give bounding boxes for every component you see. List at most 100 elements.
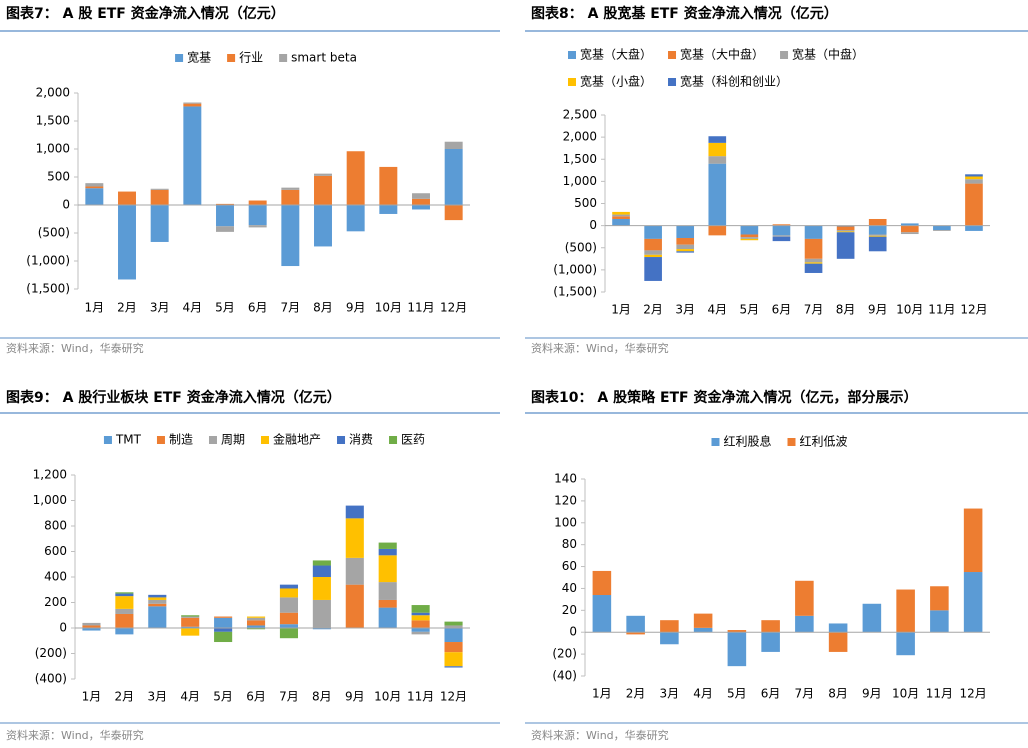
bar-segment [345, 584, 364, 628]
bar-segment [965, 174, 983, 177]
bar-segment [246, 617, 266, 621]
x-tick-label: 1月 [82, 690, 102, 704]
bar-segment [444, 666, 463, 668]
bar-segment [248, 225, 267, 228]
bar-segment [676, 251, 695, 253]
bar-segment [828, 632, 848, 652]
legend-swatch [787, 438, 796, 446]
bar-segment [804, 263, 823, 273]
x-tick-label: 5月 [215, 301, 235, 315]
bar-segment [115, 592, 134, 594]
bar-segment [312, 560, 331, 566]
bar-segment [965, 176, 983, 180]
bar-segment [804, 262, 823, 264]
bar-segment [148, 599, 167, 604]
bar-segment [444, 652, 463, 667]
x-tick-label: 5月 [727, 687, 747, 701]
legend-swatch [668, 78, 677, 86]
y-tick-label: 1,500 [563, 152, 597, 166]
legend-swatch [568, 78, 576, 86]
bar-segment [676, 249, 695, 252]
y-tick-label: (400) [35, 672, 67, 686]
bar-segment [246, 620, 266, 626]
x-tick-label: 9月 [345, 690, 365, 704]
x-tick-label: 7月 [281, 301, 301, 315]
y-tick-label: (1,000) [553, 262, 597, 276]
x-tick-label: 1月 [85, 301, 105, 315]
bar-segment [82, 628, 101, 631]
bar-segment [740, 237, 759, 239]
bar-segment [378, 548, 397, 556]
bar-segment [118, 191, 136, 205]
x-tick-label: 12月 [959, 687, 986, 701]
bar-segment [708, 225, 727, 236]
bar-segment [183, 106, 202, 205]
figure-title: 图表10： A 股策略 ETF 资金净流入情况（亿元，部分展示） [531, 389, 918, 406]
bar-segment [115, 608, 134, 614]
legend-label: 周期 [221, 433, 245, 447]
y-tick-label: (500) [38, 226, 70, 240]
y-tick-label: 1,000 [563, 174, 597, 188]
x-tick-label: 3月 [147, 690, 167, 704]
bar-segment [214, 616, 233, 618]
x-tick-label: 7月 [279, 690, 299, 704]
figure-title: 图表9： A 股行业板块 ETF 资金净流入情况（亿元） [6, 389, 341, 406]
bar-segment [444, 642, 463, 653]
x-tick-label: 4月 [180, 690, 200, 704]
legend-swatch [337, 436, 346, 444]
bar-segment [183, 103, 202, 107]
bar-segment [412, 198, 430, 205]
bar-segment [740, 234, 759, 238]
figure-title: 图表8： A 股宽基 ETF 资金净流入情况（亿元） [531, 5, 838, 22]
legend-label: 制造 [169, 433, 193, 447]
bar-segment [312, 565, 331, 577]
y-tick-label: (1,500) [26, 282, 70, 296]
y-tick-label: (200) [35, 646, 67, 660]
x-tick-label: 5月 [213, 690, 233, 704]
bar-segment [626, 615, 645, 633]
legend-swatch [780, 51, 789, 59]
x-tick-label: 12月 [440, 301, 467, 315]
x-tick-label: 8月 [828, 687, 848, 701]
x-tick-label: 6月 [772, 303, 792, 317]
x-tick-label: 8月 [836, 303, 856, 317]
legend-swatch [261, 436, 269, 444]
bar-segment [279, 588, 299, 598]
bar-segment [660, 632, 679, 645]
bar-segment [216, 226, 234, 232]
legend-swatch [156, 436, 165, 444]
source-note: 资料来源：Wind，华泰研究 [531, 341, 669, 355]
bar-segment [868, 218, 887, 226]
legend-label: 红利低波 [800, 434, 848, 449]
bar-segment [314, 205, 332, 247]
bar-segment [965, 179, 983, 184]
legend-label: 医药 [401, 433, 425, 447]
bar-segment [444, 141, 463, 149]
y-tick-label: 120 [554, 493, 577, 507]
legend-swatch [568, 51, 576, 59]
legend-item: 红利低波 [787, 434, 848, 449]
legend-item: 宽基（大中盘） [668, 47, 764, 62]
legend-label: TMT [115, 433, 142, 447]
x-tick-label: 10月 [892, 687, 919, 701]
legend-item: 宽基（中盘） [780, 47, 864, 62]
x-tick-label: 2月 [626, 687, 646, 701]
bar-segment [181, 616, 200, 618]
y-tick-label: 400 [44, 570, 67, 584]
bar-segment [592, 595, 612, 633]
bar-segment [181, 615, 200, 617]
y-tick-label: 1,200 [33, 468, 67, 482]
bar-segment [150, 205, 169, 242]
x-tick-label: 12月 [440, 690, 467, 704]
bar-segment [148, 603, 167, 607]
legend-item: 宽基（科创和创业） [668, 74, 788, 89]
bar-segment [115, 593, 134, 597]
bar-segment [216, 203, 234, 205]
legend-item: 宽基（小盘） [568, 74, 652, 89]
x-tick-label: 10月 [374, 690, 401, 704]
bar-segment [246, 628, 266, 630]
bar-segment [378, 582, 397, 600]
y-tick-label: 1,000 [33, 493, 67, 507]
bar-segment [281, 187, 300, 190]
bar-segment [896, 589, 915, 633]
